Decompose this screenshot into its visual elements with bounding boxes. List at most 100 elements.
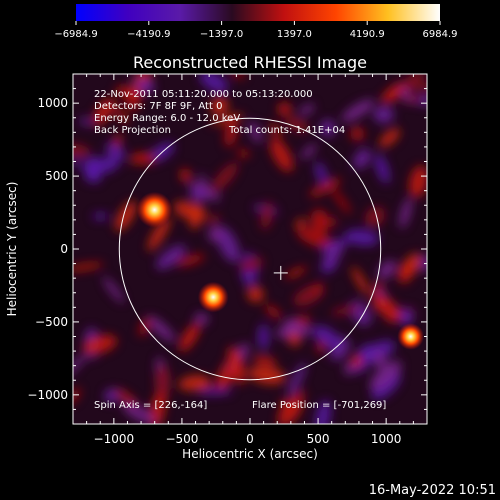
heatmap-blob: [365, 206, 385, 227]
y-tick-label: −1000: [27, 388, 68, 402]
heatmap-blob: [379, 128, 400, 148]
y-axis-ticks: −1000 −500 0 500 1000: [27, 88, 427, 410]
annotation-spin-axis: Spin Axis = [226,-164]: [94, 400, 207, 411]
x-axis-ticks: −1000 −500 0 500 1000: [86, 74, 414, 446]
heatmap-blob: [198, 388, 233, 396]
annotation-energy: Energy Range: 6.0 - 12.0 keV: [94, 113, 240, 124]
heatmap-blob: [102, 276, 125, 304]
heatmap-blob: [297, 227, 333, 248]
heatmap-blob: [199, 74, 228, 93]
heatmap-blob: [122, 402, 156, 424]
colorbar-tick-label: −4190.9: [127, 29, 170, 40]
heatmap-blob: [399, 307, 411, 324]
heatmap-blob: [79, 117, 94, 126]
heatmap-blob: [146, 315, 175, 342]
heatmap-blob: [277, 397, 303, 424]
heatmap-blob: [351, 266, 370, 296]
heatmap-blob: [73, 143, 91, 158]
annotation-counts: Total counts: 1.41E+04: [228, 125, 345, 136]
heatmap-blob: [260, 201, 273, 230]
heatmap-blob: [224, 117, 238, 148]
heatmap-blob: [287, 362, 307, 397]
heatmap-blob: [372, 349, 386, 368]
heatmap-blob: [92, 212, 109, 220]
heatmap-blob: [320, 119, 336, 137]
heatmap-blob: [247, 286, 264, 303]
heatmap-blob: [349, 126, 365, 141]
heatmap-blob: [374, 153, 390, 184]
heatmap-blob: [301, 144, 317, 159]
annotation-method: Back Projection: [94, 125, 171, 136]
colorbar-tick-label: 1397.0: [277, 29, 312, 40]
plot-area: [73, 74, 427, 424]
heatmap-blob: [82, 334, 117, 354]
heatmap-blob: [331, 305, 361, 316]
heatmap-blob: [299, 104, 315, 116]
heatmap-blob: [210, 97, 229, 115]
heatmap-blob: [239, 256, 264, 272]
footer-timestamp: 16-May-2022 10:51: [369, 483, 496, 498]
heatmap-blob: [93, 97, 115, 126]
heatmap-blob: [194, 313, 209, 325]
heatmap-blob: [413, 95, 427, 106]
heatmap-blob: [147, 216, 171, 251]
heatmap-blob: [156, 244, 186, 270]
heatmap-blob: [73, 262, 104, 272]
heatmap-blob: [351, 354, 363, 368]
heatmap-blob: [269, 122, 281, 139]
heatmap-blob: [236, 149, 250, 158]
heatmap-blob: [136, 79, 153, 92]
heatmap-blob: [284, 266, 308, 279]
annotation-flare-position: Flare Position = [-701,269]: [252, 400, 386, 411]
spin-axis-marker: [273, 265, 288, 280]
bright-source: [397, 323, 425, 350]
x-axis-label: Heliocentric X (arcsec): [182, 447, 318, 461]
heatmap-blob: [373, 106, 394, 124]
heatmap-blob: [369, 360, 402, 391]
colorbar-tick-label: 6984.9: [423, 29, 458, 40]
heatmap-blob: [264, 304, 282, 319]
y-tick-label: 1000: [37, 96, 68, 110]
colorbar-tick-label: −1397.0: [200, 29, 243, 40]
heatmap-blob: [130, 152, 156, 165]
annotations: 22-Nov-2011 05:11:20.000 to 05:13:20.000…: [94, 89, 386, 411]
heatmap-blob: [376, 295, 400, 322]
heatmap-blob: [258, 323, 269, 351]
heatmap-blob: [323, 241, 343, 267]
x-tick-label: 500: [307, 432, 330, 446]
heatmap-blob: [208, 226, 224, 242]
heatmap-blob: [115, 86, 141, 99]
heatmap-blob: [106, 142, 125, 161]
heatmap-blob: [295, 218, 307, 229]
heatmap-blob: [270, 138, 293, 172]
chart-title: Reconstructed RHESSI Image: [133, 53, 367, 72]
heatmap-blob: [199, 173, 209, 196]
heatmap-blob: [104, 388, 120, 403]
colorbar-tick-label: 4190.9: [350, 29, 385, 40]
heatmap-blob: [155, 364, 170, 401]
heatmap-blob: [178, 375, 211, 391]
heatmap-blob: [285, 116, 309, 133]
x-tick-label: −1000: [94, 432, 135, 446]
heatmap-blob: [114, 201, 137, 231]
heatmap-blob: [378, 260, 396, 279]
heatmap-blob: [113, 105, 129, 125]
heatmap-blob: [330, 187, 352, 215]
heatmap-blob: [308, 178, 342, 197]
heatmap-blob: [211, 162, 239, 193]
heatmap-blob: [116, 389, 138, 407]
heatmap-blob: [310, 208, 329, 234]
solar-disk-limb: [118, 117, 382, 381]
heatmap-blob: [179, 322, 201, 352]
heatmap-blob: [398, 262, 412, 284]
heatmap-blob: [399, 197, 412, 229]
x-tick-label: −500: [165, 432, 198, 446]
colorbar-tick-label: −6984.9: [54, 29, 97, 40]
annotation-time: 22-Nov-2011 05:11:20.000 to 05:13:20.000: [94, 89, 313, 100]
heatmap-blob: [418, 81, 427, 93]
heatmap-blob: [207, 214, 220, 226]
heatmap-blob: [312, 282, 324, 294]
bright-source: [197, 281, 229, 313]
heatmap-blob: [315, 399, 331, 424]
